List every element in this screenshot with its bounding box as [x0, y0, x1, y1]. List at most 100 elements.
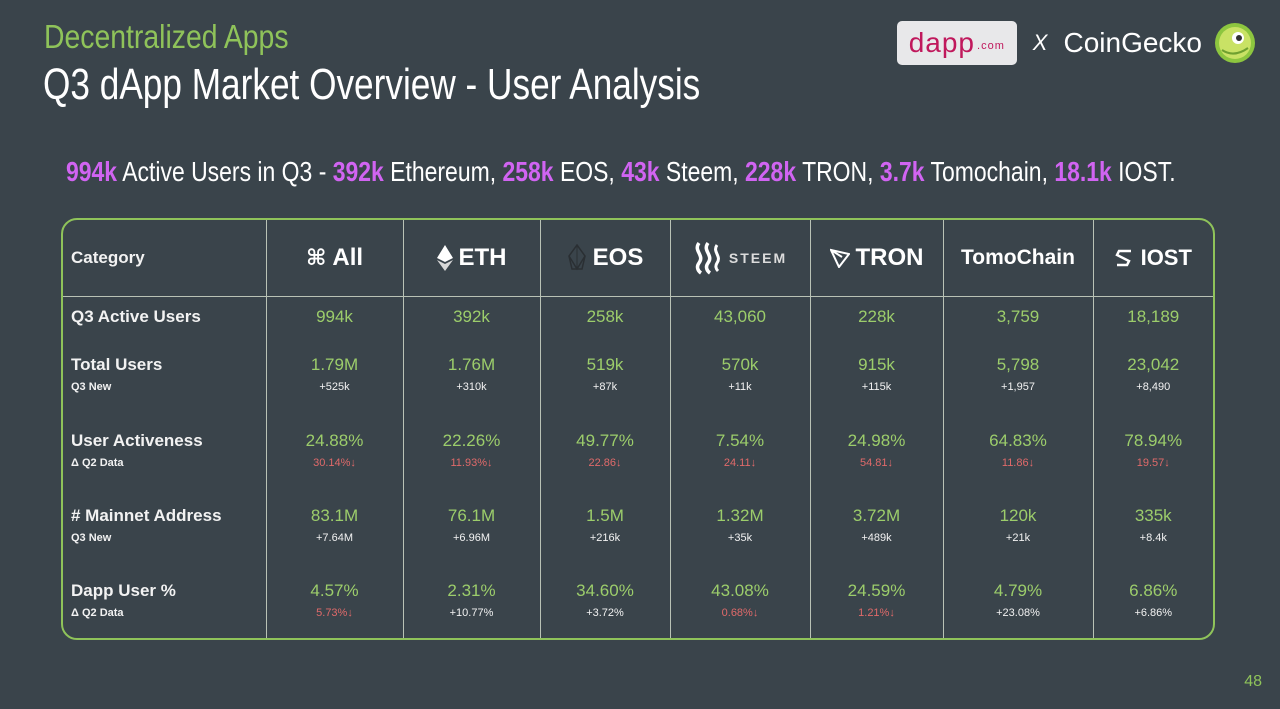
cell-change: +489k — [861, 531, 892, 544]
row-label-cell: Q3 Active Users — [63, 296, 266, 337]
cell-change: 11.93%↓ — [450, 456, 493, 469]
table-cell: 392k — [402, 296, 540, 337]
cell-value: 43.08% — [711, 581, 769, 601]
cell-change: +6.86% — [1134, 607, 1173, 620]
table-cell: 23,042 +8,490 — [1092, 336, 1213, 412]
headline-steem-text: Steem, — [665, 156, 739, 187]
table-cell: 22.26% 11.93%↓ — [402, 411, 540, 488]
cell-value: 23,042 — [1127, 355, 1180, 375]
header-steem: STEEM — [669, 220, 810, 297]
cell-change: 11.86↓ — [1001, 456, 1035, 469]
cell-change: +23.08% — [996, 607, 1040, 620]
dapp-logo-text: dapp — [908, 27, 976, 58]
table-cell: 335k +8.4k — [1092, 487, 1213, 563]
row-label: User Activeness — [71, 430, 203, 450]
cell-value: 76.1M — [447, 505, 496, 525]
table-cell: 915k +115k — [809, 336, 943, 412]
header-tron-label: TRON — [855, 243, 924, 271]
cell-change: 24.11↓ — [723, 456, 757, 469]
table-row: Q3 Active Users 994k 392k 258k 43,060 228k 3,7… — [63, 296, 1213, 337]
table-cell: 1.79M +525k — [265, 336, 403, 412]
section-subtitle: Decentralized Apps — [44, 18, 289, 55]
cell-change: +7.64M — [316, 531, 353, 544]
table-cell: 83.1M +7.64M — [265, 487, 403, 563]
header-iost: IOST — [1092, 220, 1213, 297]
cell-value: 24.59% — [847, 581, 906, 601]
row-label-cell: # Mainnet Address Q3 New — [63, 487, 266, 562]
table-cell: 64.83% 11.86↓ — [942, 411, 1093, 488]
table-cell: 228k — [809, 296, 943, 337]
table-cell: 4.79% +23.08% — [942, 562, 1093, 638]
page-number: 48 — [1244, 673, 1262, 690]
table-cell: 76.1M +6.96M — [402, 487, 540, 563]
cell-value: 64.83% — [989, 430, 1047, 450]
cell-change: 0.68%↓ — [721, 607, 759, 620]
row-label: # Mainnet Address — [71, 505, 222, 525]
headline-eos: 258k — [502, 156, 554, 187]
table-cell: 570k +11k — [669, 336, 810, 412]
brand-logos: dapp .com X CoinGecko — [896, 18, 1256, 68]
cell-value: 5,798 — [996, 355, 1040, 375]
headline-tron-text: TRON, — [802, 156, 874, 187]
table-cell: 1.5M +216k — [539, 487, 670, 563]
cell-change: 22.86↓ — [588, 456, 622, 469]
row-sublabel: Q3 New — [71, 381, 112, 394]
cell-value: 1.79M — [310, 355, 359, 375]
row-sublabel: Δ Q2 Data — [71, 607, 124, 620]
cell-change: +216k — [589, 531, 621, 544]
table-cell: 4.57% 5.73%↓ — [265, 562, 403, 638]
headline-iost-text: IOST. — [1118, 156, 1176, 187]
cell-change: +525k — [319, 381, 350, 394]
cell-value: 228k — [858, 306, 895, 326]
cell-value: 335k — [1134, 505, 1172, 525]
headline-eth: 392k — [332, 156, 384, 187]
table-cell: 1.32M +35k — [669, 487, 810, 563]
cell-value: 994k — [316, 306, 353, 326]
table-row: Dapp User % Δ Q2 Data 4.57% 5.73%↓ 2.31% +10.… — [63, 562, 1213, 638]
cell-value: 1.76M — [447, 355, 496, 375]
user-analysis-table: Category ⌘ All ETH — [61, 218, 1215, 640]
cell-value: 34.60% — [576, 581, 634, 601]
table-cell: 1.76M +310k — [402, 336, 540, 412]
cell-change: +310k — [456, 381, 487, 394]
tron-icon — [829, 248, 850, 268]
coingecko-wordmark: CoinGecko — [1063, 27, 1202, 58]
header-iost-label: IOST — [1140, 244, 1192, 270]
cell-change: 19.57↓ — [1136, 456, 1170, 469]
iost-icon — [1114, 249, 1131, 266]
cell-value: 4.57% — [310, 581, 359, 601]
row-label: Q3 Active Users — [71, 306, 201, 326]
table-row: # Mainnet Address Q3 New 83.1M +7.64M 76.1M +… — [63, 487, 1213, 563]
row-label-cell: Total Users Q3 New — [63, 337, 266, 412]
headline-tomo: 3.7k — [879, 156, 925, 187]
cell-value: 519k — [586, 355, 624, 375]
cell-value: 4.79% — [993, 581, 1043, 601]
cell-change: +11k — [728, 381, 752, 394]
cell-value: 83.1M — [310, 505, 359, 525]
dapp-logo: dapp .com — [896, 21, 1017, 65]
cell-change: +35k — [727, 531, 753, 544]
table-cell: 78.94% 19.57↓ — [1092, 411, 1213, 488]
cell-value: 1.32M — [716, 505, 764, 525]
header-tron: TRON — [809, 220, 943, 297]
cell-change: +115k — [861, 381, 892, 394]
headline-eos-text: EOS, — [559, 156, 615, 187]
cell-change: 30.14%↓ — [313, 456, 356, 469]
row-sublabel: Q3 New — [71, 531, 112, 544]
cell-change: 54.81↓ — [859, 456, 894, 469]
headline-total: 994k — [66, 156, 118, 187]
cell-change: +10.77% — [449, 607, 494, 620]
cell-value: 24.98% — [847, 430, 906, 450]
table-cell: 2.31% +10.77% — [402, 562, 540, 638]
headline-tron: 228k — [745, 156, 797, 187]
cell-value: 258k — [586, 306, 624, 326]
cell-value: 78.94% — [1124, 430, 1183, 450]
cell-value: 18,189 — [1127, 306, 1180, 326]
command-icon: ⌘ — [305, 244, 327, 270]
headline-summary: 994k Active Users in Q3 - 392k Ethereum,… — [66, 156, 1176, 188]
dapp-logo-suffix: .com — [977, 40, 1005, 52]
table-cell: 6.86% +6.86% — [1092, 562, 1213, 638]
row-label-cell: Dapp User % Δ Q2 Data — [63, 563, 266, 638]
cell-value: 43,060 — [714, 306, 766, 326]
cell-value: 24.88% — [305, 430, 364, 450]
